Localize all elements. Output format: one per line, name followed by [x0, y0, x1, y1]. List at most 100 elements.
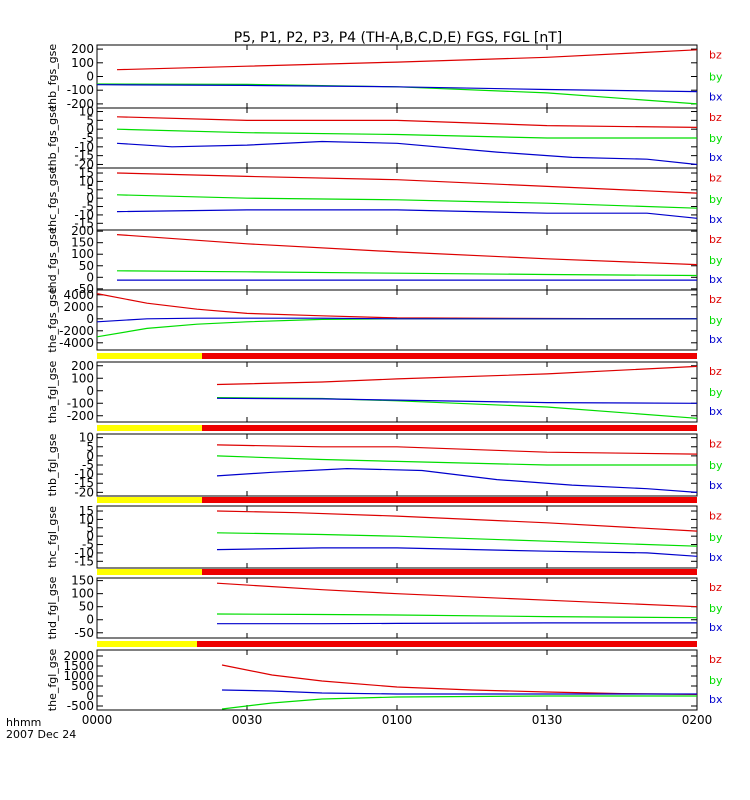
y-tick-label: -5	[82, 200, 94, 214]
series-by-line	[116, 270, 698, 277]
y-tick-label: 200	[71, 42, 94, 56]
series-bx-line	[216, 547, 698, 557]
panel-frame	[96, 289, 698, 351]
y-tick-label: 2000	[63, 649, 94, 663]
y-tick-label: 15	[79, 504, 94, 518]
y-tick-label: 50	[79, 259, 94, 273]
legend-bz: bz	[709, 233, 722, 246]
y-tick-label: 10	[79, 174, 94, 188]
x-tick-label: 0000	[82, 713, 113, 727]
y-tick-label: 5	[86, 521, 94, 535]
panel-ylabel: thb_fgl_gse	[46, 433, 59, 496]
y-tick-label: -200	[67, 409, 94, 423]
legend-bx: bx	[709, 273, 723, 286]
mode-bar-yellow	[97, 353, 202, 359]
panel-ylabel: thd_fgl_gse	[46, 576, 59, 639]
y-tick-label: 50	[79, 600, 94, 614]
legend-by: by	[709, 314, 723, 327]
legend-bz: bz	[709, 437, 722, 450]
y-tick-label: 100	[71, 56, 94, 70]
legend-bx: bx	[709, 151, 723, 164]
series-bx-line	[116, 140, 698, 166]
y-tick-label: -200	[67, 97, 94, 111]
y-tick-label: -5	[82, 131, 94, 145]
legend-by: by	[709, 531, 723, 544]
legend-by: by	[709, 193, 723, 206]
y-tick-label: -2000	[59, 324, 94, 338]
series-bz-line	[216, 510, 698, 532]
mode-bar-yellow	[97, 641, 197, 647]
panel-frame	[96, 505, 698, 569]
panel-ylabel: thd_fgs_gse	[46, 227, 59, 293]
series-bz-line	[116, 172, 698, 194]
panel-ylabel: thb_fgs_gse	[46, 44, 59, 110]
series-bx-line	[116, 209, 698, 219]
y-tick-label: 0	[86, 689, 94, 703]
series-bx-line	[216, 467, 698, 493]
y-tick-label: 5	[86, 183, 94, 197]
y-tick-label: 5	[86, 113, 94, 127]
y-tick-label: -15	[74, 476, 94, 490]
legend-bx: bx	[709, 551, 723, 564]
panel-ylabel: tha_fgl_gse	[46, 361, 59, 424]
y-tick-label: -10	[74, 467, 94, 481]
y-tick-label: -5	[82, 458, 94, 472]
panel-ylabel: thb_fgs_gse	[46, 105, 59, 171]
y-tick-label: 500	[71, 679, 94, 693]
series-bx-line	[216, 397, 698, 404]
y-tick-label: 2000	[63, 300, 94, 314]
y-tick-label: 10	[79, 105, 94, 119]
y-tick-label: 100	[71, 247, 94, 261]
legend-by: by	[709, 674, 723, 687]
legend-by: by	[709, 386, 723, 399]
legend-by: by	[709, 602, 723, 615]
legend-bx: bx	[709, 693, 723, 706]
series-bx-line	[96, 84, 698, 93]
y-tick-label: -20	[74, 157, 94, 171]
series-by-line	[216, 532, 698, 547]
legend-bx: bx	[709, 621, 723, 634]
y-tick-label: 0	[86, 384, 94, 398]
y-tick-label: 0	[86, 122, 94, 136]
series-by-line	[216, 613, 698, 619]
y-tick-label: -500	[67, 699, 94, 713]
y-tick-label: 0	[86, 613, 94, 627]
mode-bar-yellow	[97, 425, 202, 431]
panel-ylabel: the_fgs_gse	[46, 287, 59, 352]
y-tick-label: 150	[71, 574, 94, 588]
legend-by: by	[709, 71, 723, 84]
y-tick-label: 1000	[63, 669, 94, 683]
y-tick-label: 1500	[63, 659, 94, 673]
y-tick-label: 0	[86, 312, 94, 326]
y-tick-label: 100	[71, 371, 94, 385]
legend-bz: bz	[709, 111, 722, 124]
mode-bar-red	[197, 641, 697, 647]
y-tick-label: -15	[74, 149, 94, 163]
series-bz-line	[116, 116, 698, 128]
series-by-line	[116, 194, 698, 209]
legend-bz: bz	[709, 365, 722, 378]
series-bz-line	[116, 234, 698, 266]
panel-ylabel: the_fgl_gse	[46, 649, 59, 712]
y-tick-label: 0	[86, 191, 94, 205]
legend-bz: bz	[709, 293, 722, 306]
series-by-line	[96, 318, 697, 338]
legend-bz: bz	[709, 581, 722, 594]
mode-bar-red	[202, 425, 697, 431]
y-tick-label: 5	[86, 440, 94, 454]
y-tick-label: -15	[74, 554, 94, 568]
y-tick-label: -4000	[59, 336, 94, 350]
time-axis-date: 2007 Dec 24	[6, 728, 76, 741]
legend-bx: bx	[709, 333, 723, 346]
legend-bx: bx	[709, 213, 723, 226]
legend-bx: bx	[709, 405, 723, 418]
series-bx-line	[96, 317, 697, 323]
